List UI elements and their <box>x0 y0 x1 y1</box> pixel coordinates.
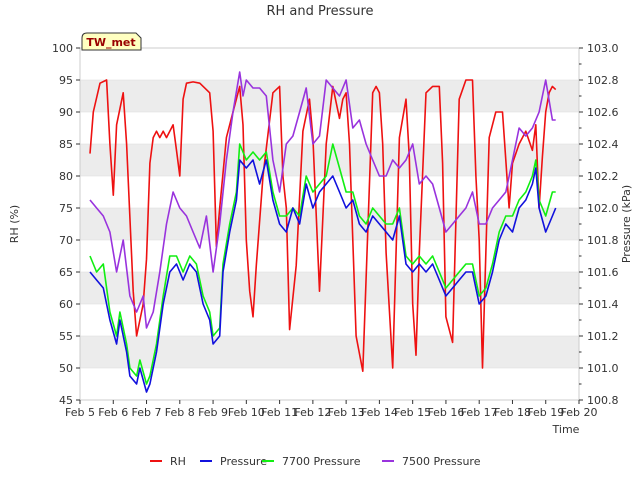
x-tick-label: Feb 12 <box>294 406 331 419</box>
y-left-tick-label: 95 <box>59 74 73 87</box>
y-right-tick-label: 102.8 <box>587 74 619 87</box>
station-badge-box <box>81 32 142 51</box>
station-badge-label: TW_met <box>86 36 135 49</box>
y-right-tick-label: 100.8 <box>587 394 619 407</box>
series-line-rh <box>89 79 557 373</box>
legend: RH Pressure 7700 Pressure 7500 Pressure <box>150 455 481 468</box>
x-tick-label: Feb 8 <box>165 406 195 419</box>
grid-band <box>80 336 579 368</box>
grid-bands <box>80 47 579 401</box>
legend-label: RH <box>170 455 186 468</box>
x-tick-label: Feb 11 <box>261 406 298 419</box>
y-right-tick-label: 102.4 <box>587 138 619 151</box>
y-left-axis-ticks: 45 50 55 60 65 70 75 80 85 90 95 100 <box>52 42 80 407</box>
y-right-tick-label: 101.6 <box>587 266 619 279</box>
grid-band <box>80 80 579 112</box>
x-tick-label: Feb 20 <box>561 406 598 419</box>
y-left-axis-label: RH (%) <box>8 205 21 243</box>
y-left-tick-label: 90 <box>59 106 73 119</box>
x-tick-label: Feb 7 <box>132 406 162 419</box>
x-axis-label: Time <box>552 423 580 436</box>
x-tick-label: Feb 6 <box>98 406 128 419</box>
y-right-tick-label: 101.2 <box>587 330 619 343</box>
x-tick-label: Feb 15 <box>394 406 431 419</box>
y-left-tick-label: 55 <box>59 330 73 343</box>
station-badge: TW_met <box>81 32 142 51</box>
y-right-axis-label: Pressure (kPa) <box>620 185 633 263</box>
y-left-tick-label: 70 <box>59 234 73 247</box>
y-right-tick-label: 102.2 <box>587 170 619 183</box>
y-right-tick-label: 101.8 <box>587 234 619 247</box>
legend-label: 7500 Pressure <box>402 455 481 468</box>
y-left-tick-label: 85 <box>59 138 73 151</box>
y-right-tick-label: 101.4 <box>587 298 619 311</box>
y-right-tick-label: 102.0 <box>587 202 619 215</box>
x-tick-label: Feb 9 <box>198 406 228 419</box>
x-tick-label: Feb 18 <box>494 406 531 419</box>
x-tick-label: Feb 10 <box>228 406 265 419</box>
x-tick-label: Feb 14 <box>361 406 398 419</box>
x-tick-label: Feb 5 <box>65 406 95 419</box>
y-right-tick-label: 101.0 <box>587 362 619 375</box>
y-right-axis-ticks: 100.8 101.0 101.2 101.4 101.6 101.8 102.0 102.2… <box>579 42 619 407</box>
x-tick-label: Feb 13 <box>328 406 365 419</box>
chart-title: RH and Pressure <box>266 4 373 19</box>
y-left-tick-label: 60 <box>59 298 73 311</box>
y-left-tick-label: 65 <box>59 266 73 279</box>
series-lines <box>89 71 557 393</box>
y-left-tick-label: 80 <box>59 170 73 183</box>
y-left-tick-label: 50 <box>59 362 73 375</box>
y-right-tick-label: 102.6 <box>587 106 619 119</box>
y-left-tick-label: 75 <box>59 202 73 215</box>
x-tick-label: Feb 16 <box>427 406 464 419</box>
y-right-tick-label: 103.0 <box>587 42 619 55</box>
y-left-tick-label: 45 <box>59 394 73 407</box>
legend-label: Pressure <box>220 455 267 468</box>
series-line-pressure <box>89 159 557 393</box>
series-line-7500-pressure <box>89 71 556 329</box>
series-line-7700-pressure <box>89 143 556 385</box>
grid-band <box>80 208 579 240</box>
x-tick-label: Feb 17 <box>461 406 498 419</box>
y-left-tick-label: 100 <box>52 42 73 55</box>
x-tick-label: Feb 19 <box>527 406 564 419</box>
legend-label: 7700 Pressure <box>282 455 361 468</box>
